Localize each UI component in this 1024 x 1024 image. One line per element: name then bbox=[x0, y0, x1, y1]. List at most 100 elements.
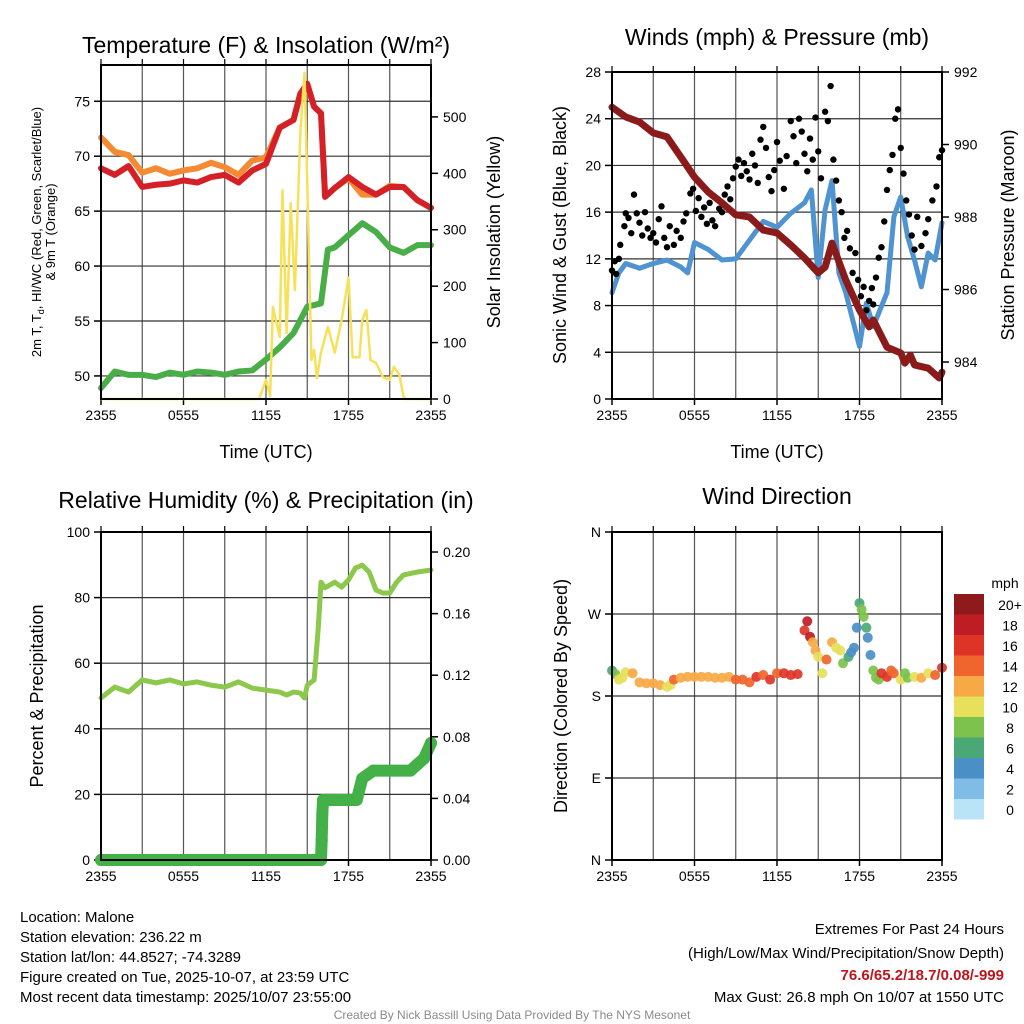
gust-point bbox=[872, 274, 880, 281]
colorbar-label: 18 bbox=[1002, 618, 1018, 634]
y-tick-label: 60 bbox=[74, 655, 90, 671]
gust-point bbox=[644, 225, 651, 232]
gust-point bbox=[905, 211, 913, 218]
gust-point bbox=[724, 183, 731, 190]
sonic-wind-line bbox=[609, 178, 945, 349]
gust-point bbox=[768, 187, 775, 195]
gust-point bbox=[908, 232, 915, 239]
humidity-panel-title: Relative Humidity (%) & Precipitation (i… bbox=[58, 487, 473, 513]
direction-series bbox=[607, 598, 947, 692]
gust-point bbox=[857, 293, 865, 300]
gust-point bbox=[798, 128, 805, 135]
gust-point bbox=[878, 243, 885, 251]
gust-point bbox=[743, 168, 750, 175]
gust-point bbox=[760, 123, 767, 131]
gust-point bbox=[647, 234, 654, 242]
colorbar-label: 12 bbox=[1002, 679, 1018, 695]
colorbar-label: 20+ bbox=[998, 597, 1022, 613]
footer-latest-data: Most recent data timestamp: 2025/10/07 2… bbox=[20, 989, 351, 1006]
gust-point bbox=[817, 175, 825, 182]
gust-point bbox=[897, 144, 904, 152]
gust-point bbox=[709, 217, 716, 224]
solar-insolation-line bbox=[99, 71, 433, 401]
credit-line: Created By Nick Bassill Using Data Provi… bbox=[334, 1008, 691, 1022]
gust-point bbox=[793, 159, 800, 167]
gust-point bbox=[661, 234, 668, 242]
y-tick-label: 65 bbox=[74, 203, 90, 219]
x-tick-label: 2355 bbox=[926, 407, 957, 423]
gust-point bbox=[894, 106, 902, 113]
gust-point bbox=[735, 156, 742, 163]
y2-tick-label: 992 bbox=[954, 64, 978, 80]
gust-point bbox=[806, 135, 814, 142]
x-tick-label: 1155 bbox=[251, 407, 281, 423]
gust-point bbox=[762, 144, 770, 152]
colorbar-swatch bbox=[954, 758, 984, 779]
ylabel-part: , HI/WC (Red, Green, Scarlet/Blue) bbox=[29, 107, 44, 309]
ylabel-part: 2m T, T bbox=[29, 314, 44, 357]
x-tick-label: 2355 bbox=[415, 407, 446, 423]
extremes-subtitle: (High/Low/Max Wind/Precipitation/Snow De… bbox=[688, 945, 1004, 962]
extremes-values: 76.6/65.2/18.7/0.08/-999 bbox=[841, 967, 1004, 984]
gust-point bbox=[636, 219, 643, 226]
colorbar-swatch bbox=[954, 696, 984, 717]
gust-point bbox=[652, 239, 660, 246]
y-tick-label: 75 bbox=[74, 93, 90, 109]
gust-point bbox=[783, 152, 790, 160]
gust-point bbox=[922, 229, 929, 237]
colorbar-swatch bbox=[954, 614, 984, 635]
plot-frame bbox=[100, 531, 432, 861]
gust-point bbox=[773, 138, 781, 146]
x-tick-label: 1155 bbox=[762, 407, 792, 423]
x-tick-label: 2355 bbox=[596, 868, 627, 884]
gust-point bbox=[911, 246, 918, 253]
gust-point bbox=[670, 241, 678, 249]
x-tick-label: 2355 bbox=[926, 868, 957, 884]
x-tick-label: 1755 bbox=[844, 868, 875, 884]
y-tick-label: 8 bbox=[593, 298, 601, 314]
x-tick-label: 0555 bbox=[168, 407, 199, 423]
gust-point bbox=[903, 197, 910, 204]
gust-point bbox=[677, 234, 684, 242]
gust-point bbox=[933, 183, 940, 190]
gust-point bbox=[886, 166, 893, 174]
gust-point bbox=[835, 197, 843, 204]
gust-point bbox=[849, 269, 856, 277]
gust-point bbox=[740, 159, 748, 167]
y2-tick-label: 0.16 bbox=[443, 606, 470, 622]
gust-point bbox=[738, 172, 745, 180]
gust-point bbox=[658, 203, 665, 210]
winds-x-axis-label: Time (UTC) bbox=[730, 442, 823, 462]
colorbar-label: 0 bbox=[1006, 802, 1014, 818]
gust-point bbox=[925, 215, 932, 223]
gust-point bbox=[771, 166, 778, 174]
pressure-y2-axis-label: Station Pressure (Maroon) bbox=[998, 129, 1018, 340]
y-tick-label: 50 bbox=[74, 368, 90, 384]
gust-point bbox=[787, 117, 794, 125]
gust-point bbox=[754, 179, 761, 187]
colorbar-swatch bbox=[954, 737, 984, 758]
direction-point bbox=[865, 650, 876, 660]
winds-panel: 0 4 8 12 16 20 24 28 984 986 988 990 992 2355 0555 1155… bbox=[585, 64, 977, 423]
gust-point bbox=[881, 218, 888, 225]
y2-tick-label: 984 bbox=[954, 354, 978, 370]
y2-tick-label: 990 bbox=[954, 137, 978, 153]
direction-point bbox=[765, 674, 776, 685]
plot-frame bbox=[611, 531, 943, 861]
gust-point bbox=[790, 133, 797, 140]
footer-latlon: Station lat/lon: 44.8527; -74.3289 bbox=[20, 949, 241, 966]
gust-point bbox=[863, 307, 870, 314]
x-tick-label: 1155 bbox=[762, 868, 792, 884]
y-tick-label: 12 bbox=[585, 251, 601, 267]
gust-point bbox=[655, 215, 662, 223]
gust-point bbox=[727, 196, 734, 203]
y-tick-label: 80 bbox=[74, 590, 90, 606]
gust-point bbox=[843, 227, 851, 235]
direction-point bbox=[802, 616, 813, 627]
gust-point bbox=[622, 210, 629, 217]
gust-point bbox=[673, 227, 680, 235]
direction-point bbox=[849, 642, 859, 653]
gust-point bbox=[830, 156, 837, 163]
wind-direction-panel-title: Wind Direction bbox=[702, 483, 852, 509]
